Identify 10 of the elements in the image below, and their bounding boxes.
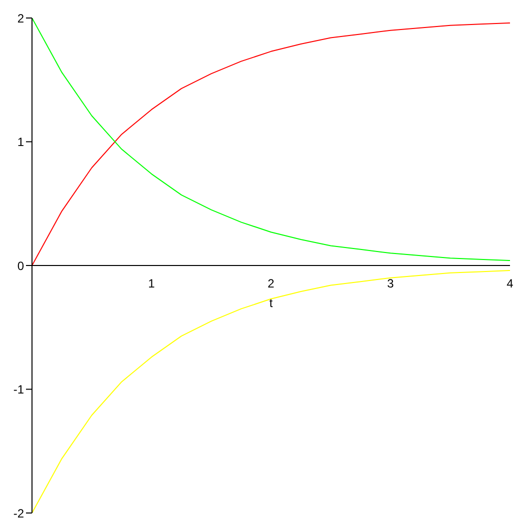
y-tick-label: -2 — [13, 506, 24, 520]
x-axis-title: t — [269, 296, 273, 310]
y-tick-label: 1 — [17, 135, 24, 150]
x-tick-label: 3 — [387, 276, 394, 290]
x-tick-label: 4 — [506, 276, 514, 290]
y-tick-label: 0 — [17, 258, 24, 273]
x-tick-label: 1 — [148, 276, 156, 290]
y-tick-label: 2 — [17, 11, 24, 26]
x-tick-label: 2 — [268, 276, 275, 290]
y-tick-label: -1 — [13, 382, 24, 397]
